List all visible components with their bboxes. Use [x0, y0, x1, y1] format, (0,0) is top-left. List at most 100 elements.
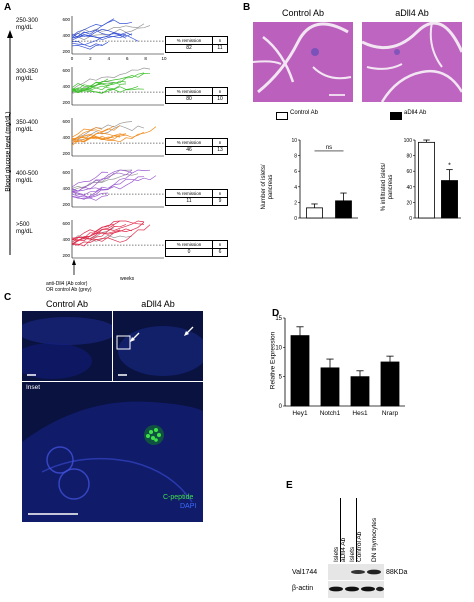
glucose-trace	[71, 126, 157, 143]
glucose-trace	[71, 221, 145, 242]
group-range-label: 300-350	[16, 69, 39, 75]
glucose-trace	[71, 32, 133, 38]
y-tick-label: 400	[62, 84, 70, 89]
ns-annotation: ns	[326, 145, 332, 151]
histology-control-image	[253, 22, 353, 102]
panel-c-control-title: Control Ab	[45, 299, 89, 309]
y-tick-label: 2	[294, 200, 297, 206]
significance-star: *	[448, 162, 451, 169]
glucose-trace	[71, 19, 133, 39]
n-value: 6	[212, 248, 228, 257]
bar-2	[350, 376, 370, 407]
chart-b2-ylabel: % infiltrated islets/ pancreas	[381, 137, 395, 237]
panel-b-charts: 0 2 4 6 8 10 ns 0 20 40 60 80 100 *	[291, 138, 461, 222]
glucose-trace	[71, 44, 103, 50]
glucose-subplot-3: 600 400 200	[62, 169, 164, 208]
y-tick-label: 600	[62, 170, 70, 175]
glucose-trace	[71, 195, 109, 201]
y-tick-label: 400	[62, 186, 70, 191]
y-tick-label: 10	[275, 345, 282, 351]
chart-b2-ylabel-line2: pancreas	[388, 174, 394, 200]
panel-d-label: D	[272, 308, 280, 319]
western-size-marker: 88KDa	[386, 569, 408, 576]
legend-control-swatch	[276, 112, 288, 120]
y-tick-label: 600	[62, 221, 70, 226]
remission-value: 11	[165, 197, 213, 206]
bar-0	[418, 141, 435, 219]
western-blot-image	[328, 564, 384, 598]
bar-0	[306, 207, 323, 219]
category-label: Hes1	[352, 410, 368, 417]
chart-islet-count: 0 2 4 6 8 10 ns	[291, 138, 358, 222]
glucose-trace	[71, 121, 133, 142]
glucose-trace	[71, 133, 127, 141]
y-tick-label: 600	[62, 68, 70, 73]
x-tick-label: 0	[71, 56, 74, 61]
glucose-trace	[71, 224, 127, 247]
x-tick-label: 8	[144, 56, 147, 61]
legend-cpeptide: C-peptide	[163, 494, 194, 501]
bar-0	[290, 335, 310, 407]
glucose-trace	[71, 229, 121, 245]
y-tick-label: 10	[291, 138, 297, 144]
glucose-trace	[71, 33, 127, 41]
y-tick-label: 60	[406, 169, 412, 175]
group-unit-label: mg/dL	[16, 229, 33, 235]
panel-e-label: E	[286, 480, 293, 491]
western-row-bactin: β-actin	[292, 585, 314, 592]
glucose-trace	[71, 133, 127, 146]
panel-b-control-title: Control Ab	[281, 8, 325, 18]
n-value: 13	[212, 146, 228, 155]
glucose-trace	[71, 175, 157, 192]
category-label: Notch1	[320, 410, 341, 417]
glucose-trace	[71, 169, 151, 196]
y-tick-label: 400	[62, 135, 70, 140]
glucose-trace	[71, 82, 127, 90]
n-value: 10	[212, 95, 228, 104]
glucose-trace	[71, 187, 103, 200]
y-tick-label: 100	[404, 138, 413, 144]
remission-value: 80	[165, 95, 213, 104]
panel-a-xlabel: weeks	[120, 276, 135, 282]
chart-b2-ylabel-line1: % infiltrated islets/	[381, 162, 387, 212]
y-tick-label: 0	[279, 404, 283, 410]
y-tick-label: 20	[406, 200, 412, 206]
legend-dapi: DAPI	[180, 503, 197, 510]
y-tick-label: 200	[62, 49, 70, 54]
panel-a-label: A	[4, 2, 12, 13]
glucose-trace	[71, 171, 109, 188]
western-column-divider	[356, 498, 357, 562]
legend-adll4-label: aDll4 Ab	[404, 110, 427, 116]
panel-a-ylabel: Blood glucose level (mg/dL)	[4, 111, 12, 192]
group-range-label: 250-300	[16, 18, 39, 24]
glucose-trace	[71, 86, 139, 94]
western-column-label: aDll4 Ab	[340, 537, 347, 562]
chart-b1-ylabel: Number of islets/ pancreas	[261, 137, 275, 237]
y-tick-label: 200	[62, 151, 70, 156]
group-range-label: >500	[16, 222, 30, 228]
glucose-trace	[71, 228, 133, 245]
injection-arrow-head	[72, 259, 76, 265]
panel-b-label: B	[243, 2, 251, 13]
y-tick-label: 80	[406, 154, 412, 160]
legend-control-label: Control Ab	[290, 110, 319, 116]
y-tick-label: 200	[62, 202, 70, 207]
panel-b-adll4-title: aDll4 Ab	[395, 8, 429, 18]
western-column-label: DN thymocytes	[371, 517, 378, 562]
y-tick-label: 0	[294, 216, 297, 222]
glucose-trace	[71, 220, 145, 239]
western-column-label: Control Ab	[356, 531, 363, 562]
y-tick-label: 5	[279, 375, 283, 381]
y-tick-label: 8	[294, 154, 297, 160]
glucose-trace	[71, 169, 133, 192]
chart-b1-ylabel-line2: pancreas	[268, 174, 274, 200]
glucose-trace	[71, 78, 109, 88]
fluorescence-control-image	[22, 311, 112, 381]
glucose-subplot-1: 600 400 200	[62, 67, 164, 106]
glucose-trace	[71, 29, 133, 39]
glucose-subplot-2: 600 400 200	[62, 118, 164, 157]
glucose-trace	[71, 169, 133, 192]
